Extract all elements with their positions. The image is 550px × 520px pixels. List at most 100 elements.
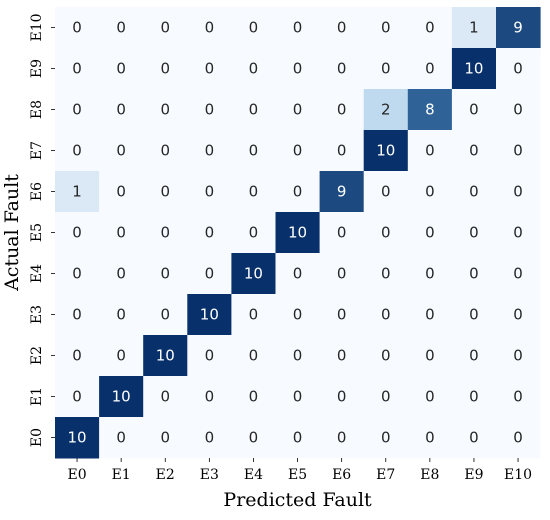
cell-value-label-E0-E4: 0 [249, 429, 259, 447]
cell-value-label-E4-E1: 0 [116, 265, 126, 283]
heatmap-cell-E5-E2 [143, 212, 188, 254]
heatmap-cell-E1-E3 [187, 376, 232, 418]
cell-value-label-E1-E8: 0 [425, 388, 435, 406]
cell-value-label-E6-E1: 0 [116, 183, 126, 201]
cell-value-label-E3-E3: 10 [200, 306, 219, 324]
cell-value-label-E2-E0: 0 [72, 347, 82, 365]
x-axis-title: Predicted Fault [223, 489, 372, 511]
x-tick-label-E0: E0 [67, 467, 86, 483]
heatmap-cell-E2-E9 [451, 335, 497, 377]
heatmap-cell-E4-E0 [55, 253, 100, 295]
heatmap-cell-E2-E6 [319, 335, 365, 377]
cell-value-label-E4-E3: 0 [205, 265, 215, 283]
cell-value-label-E5-E4: 0 [249, 224, 259, 242]
heatmap-cell-E0-E2 [143, 417, 188, 459]
cell-value-label-E10-E4: 0 [249, 19, 259, 37]
cell-value-label-E0-E2: 0 [160, 429, 170, 447]
heatmap-cell-E6-E4 [231, 171, 276, 213]
cell-value-label-E1-E0: 0 [72, 388, 82, 406]
heatmap-cell-E4-E1 [99, 253, 144, 295]
cell-value-label-E10-E8: 0 [425, 19, 435, 37]
cell-value-label-E6-E5: 0 [293, 183, 303, 201]
heatmap-cell-E7-E2 [143, 130, 188, 172]
heatmap-cell-E9-E2 [143, 48, 188, 90]
x-tick-label-E2: E2 [156, 467, 175, 483]
cell-value-label-E6-E6: 9 [337, 183, 347, 201]
cell-value-label-E5-E6: 0 [337, 224, 347, 242]
y-tick-label-E0: E0 [29, 428, 45, 447]
cell-value-label-E0-E0: 10 [68, 429, 87, 447]
cell-value-label-E7-E5: 0 [293, 142, 303, 160]
cell-value-label-E9-E10: 0 [513, 60, 523, 78]
y-tick-label-E3: E3 [29, 305, 45, 324]
cell-value-label-E9-E5: 0 [293, 60, 303, 78]
cell-value-label-E5-E8: 0 [425, 224, 435, 242]
cell-value-label-E0-E6: 0 [337, 429, 347, 447]
cell-value-label-E0-E3: 0 [205, 429, 215, 447]
heatmap-cell-E3-E10 [496, 294, 541, 336]
heatmap-cell-E9-E9 [451, 48, 497, 90]
heatmap-cell-E2-E5 [275, 335, 321, 377]
cell-value-label-E1-E2: 0 [160, 388, 170, 406]
cell-value-label-E5-E1: 0 [116, 224, 126, 242]
cell-value-label-E1-E1: 10 [112, 388, 131, 406]
heatmap-cell-E2-E8 [407, 335, 453, 377]
heatmap-cell-E4-E2 [143, 253, 188, 295]
heatmap-cell-E6-E2 [143, 171, 188, 213]
x-tick-label-E9: E9 [464, 467, 483, 483]
cell-value-label-E5-E5: 10 [288, 224, 307, 242]
heatmap-cell-E6-E6 [319, 171, 365, 213]
cell-value-label-E10-E10: 9 [513, 19, 523, 37]
heatmap-cell-E4-E3 [187, 253, 232, 295]
cell-value-label-E9-E2: 0 [160, 60, 170, 78]
cell-value-label-E5-E10: 0 [513, 224, 523, 242]
heatmap-cell-E4-E5 [275, 253, 321, 295]
heatmap-cell-E1-E1 [99, 376, 144, 418]
heatmap-cell-E1-E6 [319, 376, 365, 418]
heatmap-cell-E3-E2 [143, 294, 188, 336]
heatmap-cell-E3-E0 [55, 294, 100, 336]
heatmap-cell-E10-E7 [363, 7, 409, 49]
heatmap-cell-E1-E4 [231, 376, 276, 418]
heatmap-cell-E0-E7 [363, 417, 409, 459]
cell-value-label-E7-E10: 0 [513, 142, 523, 160]
heatmap-cell-E0-E0 [55, 417, 100, 459]
heatmap-cell-E2-E3 [187, 335, 232, 377]
heatmap-cell-E3-E6 [319, 294, 365, 336]
heatmap-cell-E6-E3 [187, 171, 232, 213]
y-tick-label-E10: E10 [29, 13, 45, 41]
heatmap-cell-E2-E10 [496, 335, 541, 377]
heatmap-cell-E0-E6 [319, 417, 365, 459]
cell-value-label-E7-E8: 0 [425, 142, 435, 160]
heatmap-cell-E5-E3 [187, 212, 232, 254]
cell-value-label-E10-E5: 0 [293, 19, 303, 37]
heatmap-cell-E3-E1 [99, 294, 144, 336]
heatmap-cell-E9-E8 [407, 48, 453, 90]
heatmap-cell-E8-E4 [231, 89, 276, 131]
heatmap-cell-E2-E1 [99, 335, 144, 377]
cell-value-label-E6-E3: 0 [205, 183, 215, 201]
cell-value-label-E10-E7: 0 [381, 19, 391, 37]
x-tick-labels: E0 E1 E2 E3 E4 E5 E6 E7 E8 E9 E10 [67, 458, 532, 483]
heatmap-cell-E4-E4 [231, 253, 276, 295]
cell-value-label-E5-E7: 0 [381, 224, 391, 242]
cell-value-label-E0-E10: 0 [513, 429, 523, 447]
cell-value-label-E9-E3: 0 [205, 60, 215, 78]
cell-value-label-E4-E6: 0 [337, 265, 347, 283]
cell-value-label-E10-E0: 0 [72, 19, 82, 37]
heatmap-cell-E7-E0 [55, 130, 100, 172]
heatmap-cell-E8-E3 [187, 89, 232, 131]
heatmap-cell-E5-E8 [407, 212, 453, 254]
heatmap-cell-E9-E3 [187, 48, 232, 90]
cell-value-label-E9-E6: 0 [337, 60, 347, 78]
heatmap-cell-E7-E7 [363, 130, 409, 172]
cell-value-label-E2-E2: 10 [156, 347, 175, 365]
cell-value-label-E6-E4: 0 [249, 183, 259, 201]
cell-value-label-E2-E7: 0 [381, 347, 391, 365]
y-axis-title: Actual Fault [1, 174, 23, 292]
cell-value-label-E8-E1: 0 [116, 101, 126, 119]
cell-value-label-E10-E1: 0 [116, 19, 126, 37]
cell-value-label-E3-E5: 0 [293, 306, 303, 324]
cell-value-label-E7-E6: 0 [337, 142, 347, 160]
cell-value-label-E6-E10: 0 [513, 183, 523, 201]
